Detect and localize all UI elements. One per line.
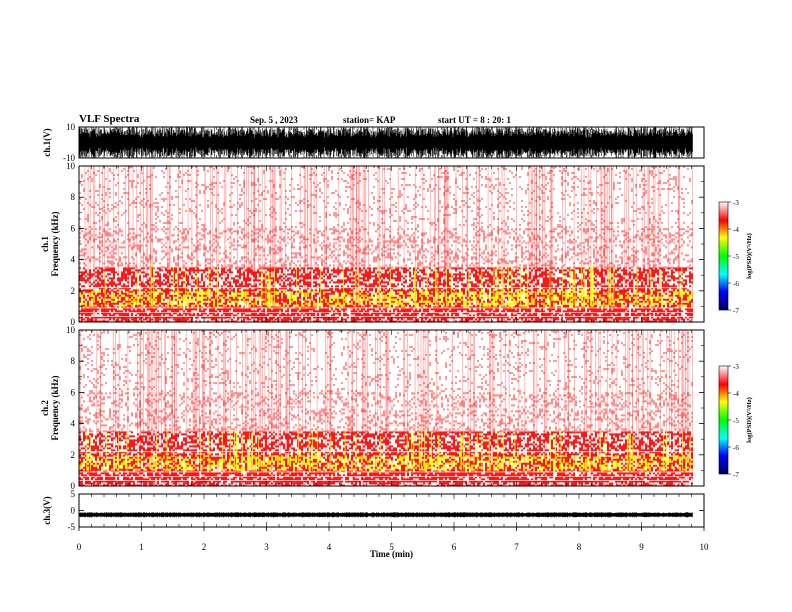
ytick-label: 0 bbox=[71, 317, 76, 327]
colorbar-tick-label: -7 bbox=[733, 471, 739, 479]
colorbar-tick-label: -6 bbox=[733, 280, 739, 288]
xtick-label: 6 bbox=[452, 542, 457, 552]
xtick-label: 4 bbox=[327, 542, 332, 552]
ytick-label: 4 bbox=[71, 255, 76, 265]
colorbar-tick-label: -5 bbox=[733, 253, 739, 261]
ytick-label: 5 bbox=[71, 489, 76, 499]
ytick-label: 10 bbox=[66, 325, 76, 335]
ytick-label: 2 bbox=[71, 286, 76, 296]
colorbar-tick-label: -4 bbox=[733, 226, 739, 234]
ytick-label: -5 bbox=[68, 522, 76, 532]
ch3-waveform-trace bbox=[79, 512, 693, 518]
xtick-label: 9 bbox=[639, 542, 644, 552]
ytick-label: 8 bbox=[71, 356, 76, 366]
xtick-label: 0 bbox=[77, 542, 82, 552]
ytick-label: 0 bbox=[71, 506, 76, 516]
xtick-label: 5 bbox=[389, 542, 394, 552]
chart-title: VLF Spectra bbox=[79, 113, 140, 125]
ch1-waveform-trace bbox=[79, 127, 693, 158]
ytick-label: -10 bbox=[63, 153, 75, 163]
ch2-spectrogram-image bbox=[78, 330, 693, 487]
ytick-label: 0 bbox=[71, 481, 76, 491]
ylabel-1: ch.1(V) bbox=[42, 128, 52, 156]
ytick-label: 4 bbox=[71, 419, 76, 429]
xtick-label: 7 bbox=[514, 542, 519, 552]
ytick-label: 8 bbox=[71, 192, 76, 202]
colorbar-tick-label: -6 bbox=[733, 444, 739, 452]
ylabel-2: ch.1Frequency (kHz) bbox=[40, 211, 60, 276]
colorbar-label: log(PSD)(V²/Hz) bbox=[746, 397, 753, 443]
start-time-label: start UT = 8 : 20: 1 bbox=[438, 115, 511, 125]
xtick-label: 1 bbox=[139, 542, 144, 552]
colorbar-1 bbox=[718, 201, 729, 311]
colorbar-tick-label: -3 bbox=[733, 199, 739, 207]
ytick-label: 10 bbox=[66, 161, 76, 171]
colorbar-label: log(PSD)(V²/Hz) bbox=[746, 233, 753, 279]
ytick-label: 6 bbox=[71, 387, 76, 397]
colorbar-tick-label: -4 bbox=[733, 390, 739, 398]
xaxis-label: Time (min) bbox=[370, 549, 413, 559]
colorbar-tick-label: -3 bbox=[733, 363, 739, 371]
ylabel-4: ch.3(V) bbox=[42, 496, 52, 524]
colorbar-2 bbox=[718, 365, 729, 475]
xtick-label: 10 bbox=[700, 542, 710, 552]
ytick-label: 2 bbox=[71, 450, 76, 460]
station-label: station= KAP bbox=[343, 115, 396, 125]
ch1-spectrogram-image bbox=[79, 166, 693, 323]
colorbar-tick-label: -5 bbox=[733, 417, 739, 425]
xtick-label: 3 bbox=[264, 542, 269, 552]
xtick-label: 2 bbox=[202, 542, 207, 552]
date-label: Sep. 5 , 2023 bbox=[250, 115, 298, 125]
ytick-label: 10 bbox=[66, 122, 76, 132]
ytick-label: 6 bbox=[71, 223, 76, 233]
colorbar-tick-label: -7 bbox=[733, 307, 739, 315]
xtick-label: 8 bbox=[577, 542, 582, 552]
ylabel-3: ch.2Frequency (kHz) bbox=[40, 375, 60, 440]
